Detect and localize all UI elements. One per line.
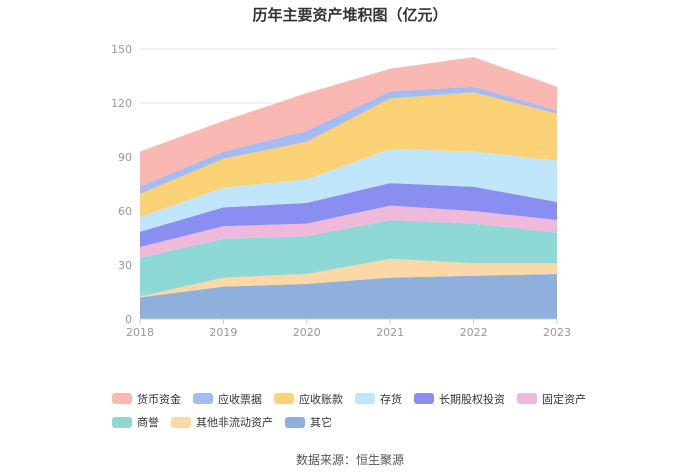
area-series xyxy=(140,57,557,319)
area-series-5 xyxy=(140,148,557,232)
legend-swatch xyxy=(414,393,434,404)
y-tick-label: 0 xyxy=(125,313,132,326)
area-series-6 xyxy=(140,92,557,218)
legend-item[interactable]: 其它 xyxy=(285,414,332,430)
y-tick-label: 30 xyxy=(118,259,132,272)
y-axis: 0 30 60 90 120 150 xyxy=(111,43,132,326)
legend-swatch xyxy=(112,416,132,428)
y-tick-label: 150 xyxy=(111,43,132,56)
legend-swatch xyxy=(171,416,191,428)
legend-item[interactable]: 货币资金 xyxy=(112,391,181,407)
y-tick-label: 60 xyxy=(118,205,132,218)
y-tick-label: 90 xyxy=(118,151,132,164)
area-series-8 xyxy=(140,57,557,187)
legend-swatch xyxy=(517,393,537,404)
legend-label: 存货 xyxy=(380,392,402,406)
legend-label: 商誉 xyxy=(137,416,159,429)
legend-label: 其他非流动资产 xyxy=(196,416,273,429)
legend-label: 应收票据 xyxy=(218,392,262,406)
legend: 货币资金 应收票据 应收账款 存货 长期股权投资 固定资产商誉 其他非流动资产 其它 xyxy=(112,389,602,436)
legend-item[interactable]: 存货 xyxy=(355,391,402,407)
legend-item[interactable]: 商誉 xyxy=(112,414,159,430)
legend-item[interactable]: 固定资产 xyxy=(517,391,586,407)
legend-item[interactable]: 其他非流动资产 xyxy=(171,414,273,430)
legend-item[interactable]: 应收票据 xyxy=(193,391,262,407)
legend-swatch xyxy=(285,416,305,428)
legend-item[interactable]: 长期股权投资 xyxy=(414,391,505,407)
area-series-3 xyxy=(140,205,557,258)
area-series-2 xyxy=(140,220,557,297)
x-tick-label: 2019 xyxy=(209,326,237,339)
legend-item[interactable]: 应收账款 xyxy=(274,391,343,407)
legend-label: 长期股权投资 xyxy=(439,392,505,406)
legend-swatch xyxy=(112,393,132,404)
legend-swatch xyxy=(274,393,294,404)
area-series-0 xyxy=(140,274,557,319)
legend-label: 其它 xyxy=(310,416,332,429)
stacked-area-chart: 0 30 60 90 120 150 2018 2019 2020 2021 2022 2023 xyxy=(111,43,571,339)
legend-label: 货币资金 xyxy=(137,392,181,406)
y-tick-label: 120 xyxy=(111,97,132,110)
area-series-4 xyxy=(140,183,557,247)
x-tick-label: 2018 xyxy=(126,326,154,339)
x-axis: 2018 2019 2020 2021 2022 2023 xyxy=(126,318,571,339)
x-tick-label: 2021 xyxy=(376,326,404,339)
x-tick-label: 2020 xyxy=(293,326,321,339)
chart-title: 历年主要资产堆积图（亿元） xyxy=(252,6,448,24)
x-tick-label: 2023 xyxy=(543,326,571,339)
legend-label: 应收账款 xyxy=(299,392,343,406)
legend-swatch xyxy=(193,393,213,404)
data-source: 数据来源：恒生聚源 xyxy=(295,453,404,467)
area-series-1 xyxy=(140,258,557,298)
legend-swatch xyxy=(355,393,375,404)
legend-label: 固定资产 xyxy=(542,392,586,406)
x-tick-label: 2022 xyxy=(460,326,488,339)
